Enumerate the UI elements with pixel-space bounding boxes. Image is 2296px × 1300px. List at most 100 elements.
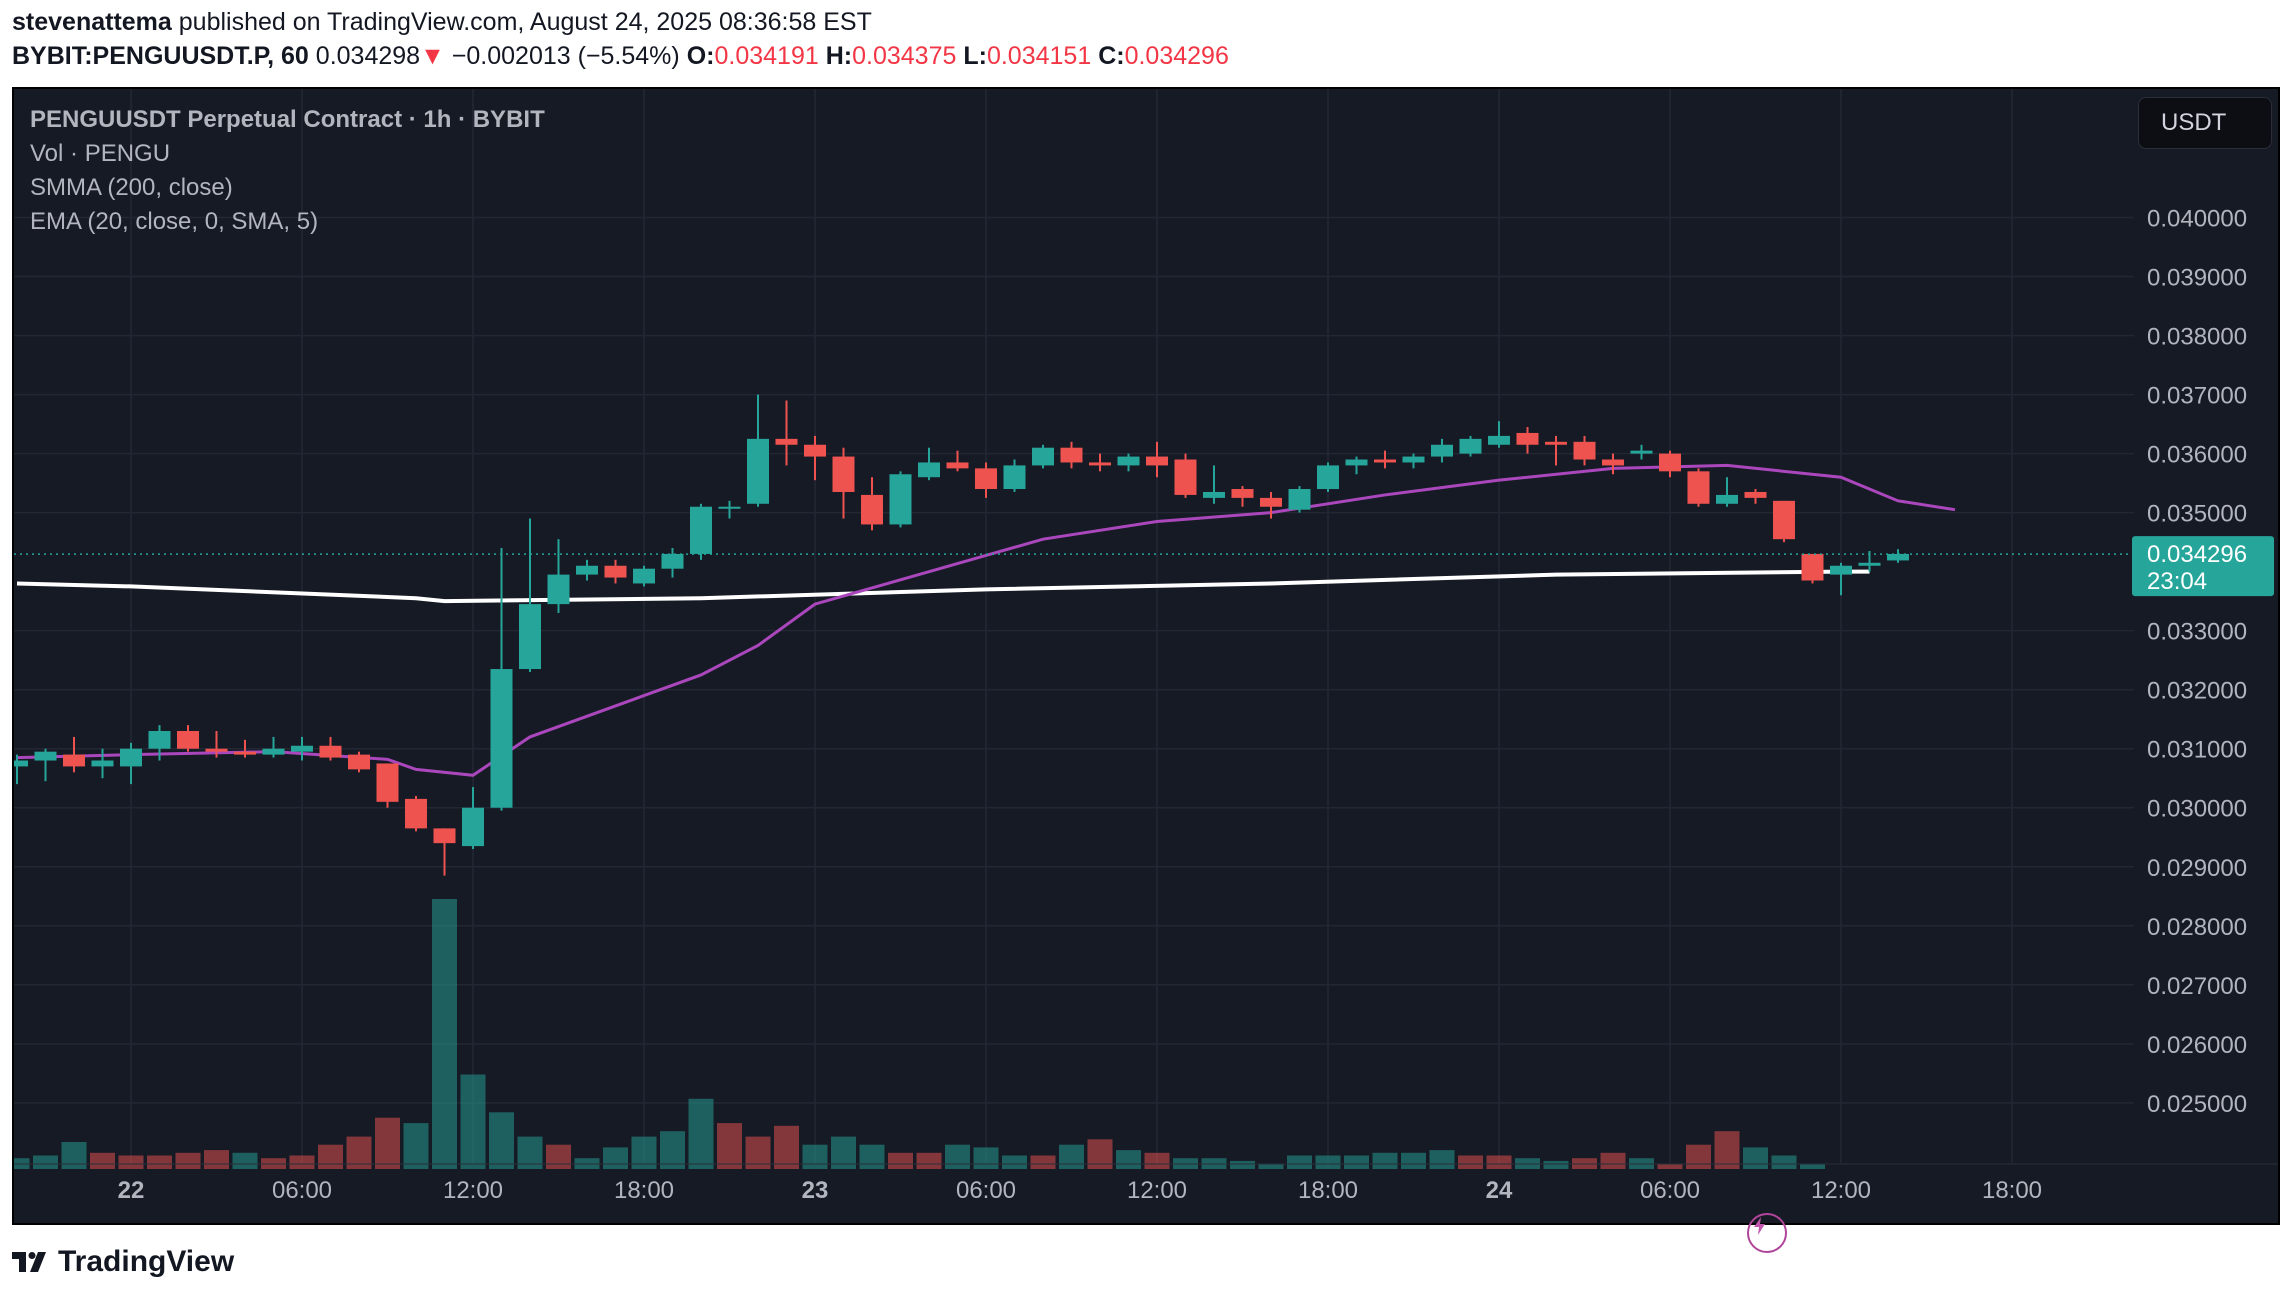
tradingview-logo[interactable]: TradingView bbox=[12, 1245, 234, 1279]
symbol-label: BYBIT:PENGUUSDT.P, 60 bbox=[12, 42, 309, 70]
candle-body[interactable] bbox=[832, 456, 855, 492]
candle-body[interactable] bbox=[633, 568, 655, 584]
candle-body[interactable] bbox=[120, 748, 142, 767]
candle-body[interactable] bbox=[490, 669, 513, 808]
author-name[interactable]: stevenattema bbox=[12, 8, 172, 36]
volume-bar bbox=[774, 1125, 799, 1169]
candle-body[interactable] bbox=[1374, 459, 1396, 463]
legend-smma[interactable]: SMMA (200, close) bbox=[30, 174, 233, 201]
candle-body[interactable] bbox=[262, 748, 285, 755]
candle-body[interactable] bbox=[319, 745, 342, 758]
volume-bar bbox=[232, 1152, 258, 1169]
y-axis-tick-label: 0.027000 bbox=[2147, 973, 2247, 1000]
y-axis-tick-label: 0.035000 bbox=[2147, 501, 2247, 528]
chart-panel[interactable]: 0.040000 0.039000 0.038000 0.037000 0.036000… bbox=[12, 87, 2280, 1253]
candle-body[interactable] bbox=[1659, 453, 1681, 472]
candle-body[interactable] bbox=[1402, 456, 1425, 463]
candle-body[interactable] bbox=[63, 754, 85, 767]
candle-body[interactable] bbox=[1830, 565, 1852, 575]
candle-body[interactable] bbox=[1602, 459, 1624, 466]
current-price-label: 0.034296 bbox=[2147, 541, 2247, 568]
candle-body[interactable] bbox=[1288, 489, 1311, 510]
candle-body[interactable] bbox=[1117, 456, 1140, 466]
candle-body[interactable] bbox=[462, 807, 484, 847]
x-axis-tick-label: 06:00 bbox=[956, 1177, 1016, 1204]
candle-body[interactable] bbox=[291, 745, 313, 752]
price-chart[interactable]: 0.040000 0.039000 0.038000 0.037000 0.036000… bbox=[14, 89, 2278, 1223]
candle-body[interactable] bbox=[14, 760, 28, 767]
candle-body[interactable] bbox=[1545, 441, 1567, 445]
candle-body[interactable] bbox=[433, 828, 456, 844]
countdown-label: 23:04 bbox=[2147, 568, 2207, 595]
volume-bar bbox=[1714, 1131, 1740, 1169]
y-axis-tick-label: 0.029000 bbox=[2147, 855, 2247, 882]
candle-body[interactable] bbox=[1003, 465, 1026, 490]
candle-body[interactable] bbox=[1345, 459, 1368, 466]
candle-body[interactable] bbox=[348, 754, 370, 770]
candle-body[interactable] bbox=[177, 731, 199, 749]
legend-volume[interactable]: Vol · PENGU bbox=[30, 140, 171, 167]
candle-body[interactable] bbox=[1317, 465, 1339, 490]
bolt-icon[interactable] bbox=[1747, 1213, 1787, 1253]
currency-button[interactable]: USDT bbox=[2138, 97, 2272, 149]
candle-body[interactable] bbox=[1146, 456, 1168, 466]
candle-body[interactable] bbox=[405, 798, 427, 829]
candle-body[interactable] bbox=[918, 462, 940, 478]
candle-body[interactable] bbox=[604, 565, 627, 578]
candle-body[interactable] bbox=[1203, 491, 1225, 498]
candle-body[interactable] bbox=[148, 731, 171, 749]
tradingview-logo-icon bbox=[12, 1252, 46, 1272]
y-axis-tick-label: 0.030000 bbox=[2147, 796, 2247, 823]
candle-body[interactable] bbox=[34, 751, 57, 761]
candle-body[interactable] bbox=[1488, 435, 1510, 445]
volume-bar bbox=[546, 1144, 571, 1169]
candle-body[interactable] bbox=[1231, 489, 1254, 498]
candle-body[interactable] bbox=[1773, 500, 1795, 540]
candle-body[interactable] bbox=[946, 462, 969, 469]
high-value: 0.034375 bbox=[852, 42, 957, 70]
candle-body[interactable] bbox=[1687, 471, 1710, 504]
candle-body[interactable] bbox=[576, 565, 598, 575]
candle-body[interactable] bbox=[1801, 553, 1824, 581]
volume-bar bbox=[1401, 1152, 1426, 1169]
smma-line[interactable] bbox=[16, 569, 1870, 604]
price-change: −0.002013 (−5.54%) bbox=[451, 42, 680, 70]
candle-body[interactable] bbox=[1716, 494, 1738, 504]
candle-body[interactable] bbox=[91, 760, 114, 767]
x-axis-tick-label: 18:00 bbox=[1298, 1177, 1358, 1204]
candle-body[interactable] bbox=[1573, 441, 1596, 460]
candle-body[interactable] bbox=[718, 506, 741, 509]
candle-body[interactable] bbox=[1459, 438, 1482, 454]
candle-body[interactable] bbox=[889, 474, 912, 525]
candle-body[interactable] bbox=[1887, 553, 1909, 561]
candle-body[interactable] bbox=[519, 604, 541, 670]
candle-body[interactable] bbox=[804, 444, 826, 457]
candle-body[interactable] bbox=[975, 468, 997, 490]
candle-body[interactable] bbox=[690, 506, 712, 554]
y-axis-tick-label: 0.033000 bbox=[2147, 619, 2247, 646]
volume-bar bbox=[1686, 1144, 1711, 1169]
candle-body[interactable] bbox=[1516, 432, 1539, 445]
candle-body[interactable] bbox=[1744, 491, 1767, 498]
candle-body[interactable] bbox=[1858, 562, 1881, 566]
candle-body[interactable] bbox=[1174, 459, 1197, 495]
candle-body[interactable] bbox=[1089, 462, 1111, 466]
candle-body[interactable] bbox=[1032, 447, 1054, 466]
candle-body[interactable] bbox=[1260, 497, 1282, 507]
candle-body[interactable] bbox=[376, 763, 399, 802]
low-value: 0.034151 bbox=[986, 42, 1092, 70]
candle-body[interactable] bbox=[747, 438, 769, 504]
candle-body[interactable] bbox=[205, 748, 228, 752]
volume-bar bbox=[1800, 1163, 1825, 1169]
candle-body[interactable] bbox=[1630, 450, 1653, 454]
legend-ema[interactable]: EMA (20, close, 0, SMA, 5) bbox=[30, 208, 319, 235]
open-value: 0.034191 bbox=[714, 42, 819, 70]
candle-body[interactable] bbox=[547, 574, 570, 605]
candle-body[interactable] bbox=[1431, 444, 1453, 457]
candle-body[interactable] bbox=[861, 494, 883, 525]
volume-bar bbox=[204, 1150, 229, 1169]
candle-body[interactable] bbox=[775, 438, 798, 445]
candle-body[interactable] bbox=[661, 553, 684, 569]
candle-body[interactable] bbox=[234, 751, 256, 755]
candle-body[interactable] bbox=[1060, 447, 1083, 463]
